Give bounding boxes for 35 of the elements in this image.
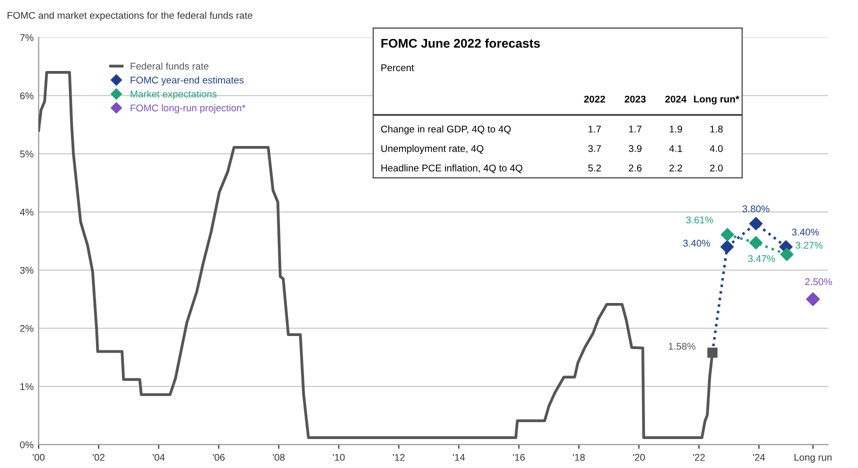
- y-tick-label: 3%: [20, 266, 34, 274]
- y-tick-label: 2%: [20, 325, 34, 332]
- x-tick-label: '02: [92, 454, 104, 461]
- x-tick-label: '14: [452, 454, 465, 461]
- x-tick-label: '10: [332, 454, 345, 461]
- x-tick-label: '16: [512, 454, 525, 461]
- legend-label: FOMC year-end estimates: [130, 76, 244, 86]
- legend-label: FOMC long-run projection*: [130, 104, 246, 114]
- x-tick-label: '24: [753, 454, 765, 461]
- data-label: 3.61%: [686, 216, 714, 224]
- data-label: 3.80%: [742, 205, 770, 212]
- x-tick-label: '12: [392, 454, 405, 461]
- data-label: 3.47%: [748, 255, 775, 262]
- data-label: 2.50%: [805, 278, 832, 286]
- y-tick-label: 5%: [20, 150, 34, 158]
- x-tick-label: '08: [272, 454, 285, 461]
- chart-title: FOMC and market expectations for the federal funds rate: [8, 12, 252, 21]
- legend-label: Federal funds rate: [130, 62, 208, 70]
- data-label: 1.58%: [668, 342, 696, 350]
- y-tick-label: 0%: [20, 441, 34, 448]
- x-tick-label: '22: [693, 454, 705, 461]
- data-label: 3.40%: [683, 240, 710, 247]
- data-label: 3.40%: [792, 228, 819, 236]
- x-tick-label: '04: [152, 454, 165, 461]
- y-tick-label: 7%: [20, 34, 34, 42]
- x-tick-label: '20: [633, 454, 645, 461]
- x-tick-label: '18: [573, 454, 585, 461]
- y-tick-label: 4%: [20, 208, 34, 216]
- legend-label: Market expectations: [130, 90, 217, 100]
- y-tick-label: 6%: [20, 92, 34, 100]
- x-tick-label: '00: [32, 454, 45, 461]
- y-tick-label: 1%: [20, 383, 34, 390]
- x-tick-label: Long run: [794, 454, 832, 463]
- x-tick-label: '06: [212, 454, 225, 461]
- data-label: 3.27%: [796, 242, 823, 249]
